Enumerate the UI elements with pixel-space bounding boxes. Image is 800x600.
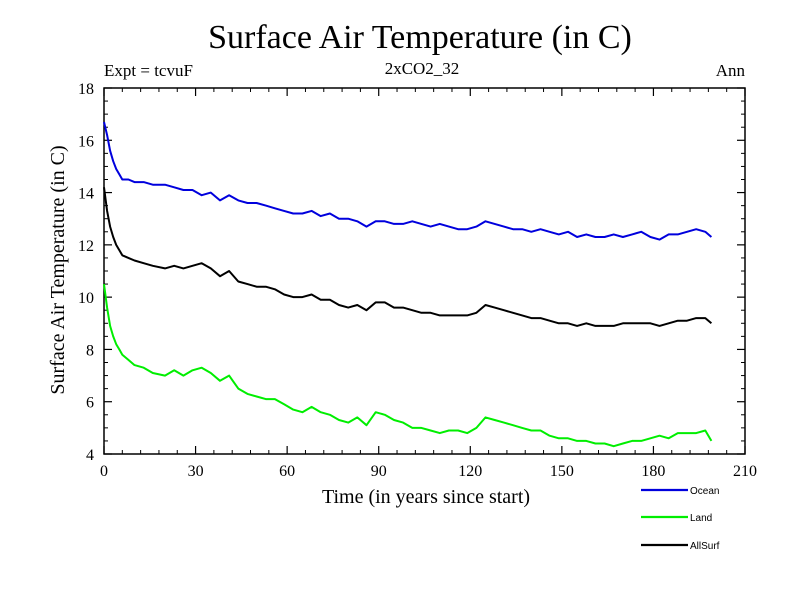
- x-tick-label: 60: [279, 463, 295, 480]
- x-tick-label: 30: [188, 463, 204, 480]
- chart-title: Surface Air Temperature (in C): [208, 19, 632, 56]
- x-tick-label: 90: [371, 463, 387, 480]
- series-line-ocean: [103, 121, 713, 241]
- y-tick-label: 6: [86, 395, 94, 412]
- x-tick-label: 210: [733, 463, 757, 480]
- y-tick-label: 10: [78, 290, 94, 307]
- x-tick-label: 0: [100, 463, 108, 480]
- x-tick-label: 150: [550, 463, 574, 480]
- x-tick-label: 180: [641, 463, 665, 480]
- chart-subtitle: 2xCO2_32: [385, 59, 460, 78]
- x-axis-label: Time (in years since start): [322, 486, 530, 508]
- legend: Ocean Land AllSurf: [641, 486, 720, 552]
- y-tick-label: 16: [78, 133, 94, 150]
- series-line-land: [103, 283, 713, 448]
- legend-label-ocean: Ocean: [690, 486, 719, 497]
- y-tick-label: 12: [78, 238, 94, 255]
- series-line-allsurf: [103, 187, 713, 327]
- y-axis-label: Surface Air Temperature (in C): [47, 145, 69, 394]
- plot-area: [103, 87, 746, 455]
- y-tick-label: 4: [86, 447, 94, 464]
- y-tick-label: 18: [78, 81, 94, 98]
- expt-label: Expt = tcvuF: [104, 61, 193, 80]
- legend-label-allsurf: AllSurf: [690, 541, 720, 552]
- legend-label-land: Land: [690, 513, 712, 524]
- y-tick-label: 14: [78, 186, 94, 203]
- period-label: Ann: [716, 61, 746, 80]
- x-tick-label: 120: [458, 463, 482, 480]
- y-tick-label: 8: [86, 342, 94, 359]
